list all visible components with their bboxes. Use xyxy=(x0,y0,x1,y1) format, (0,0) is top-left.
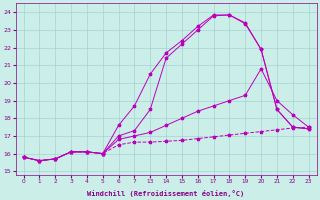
X-axis label: Windchill (Refroidissement éolien,°C): Windchill (Refroidissement éolien,°C) xyxy=(87,190,245,197)
